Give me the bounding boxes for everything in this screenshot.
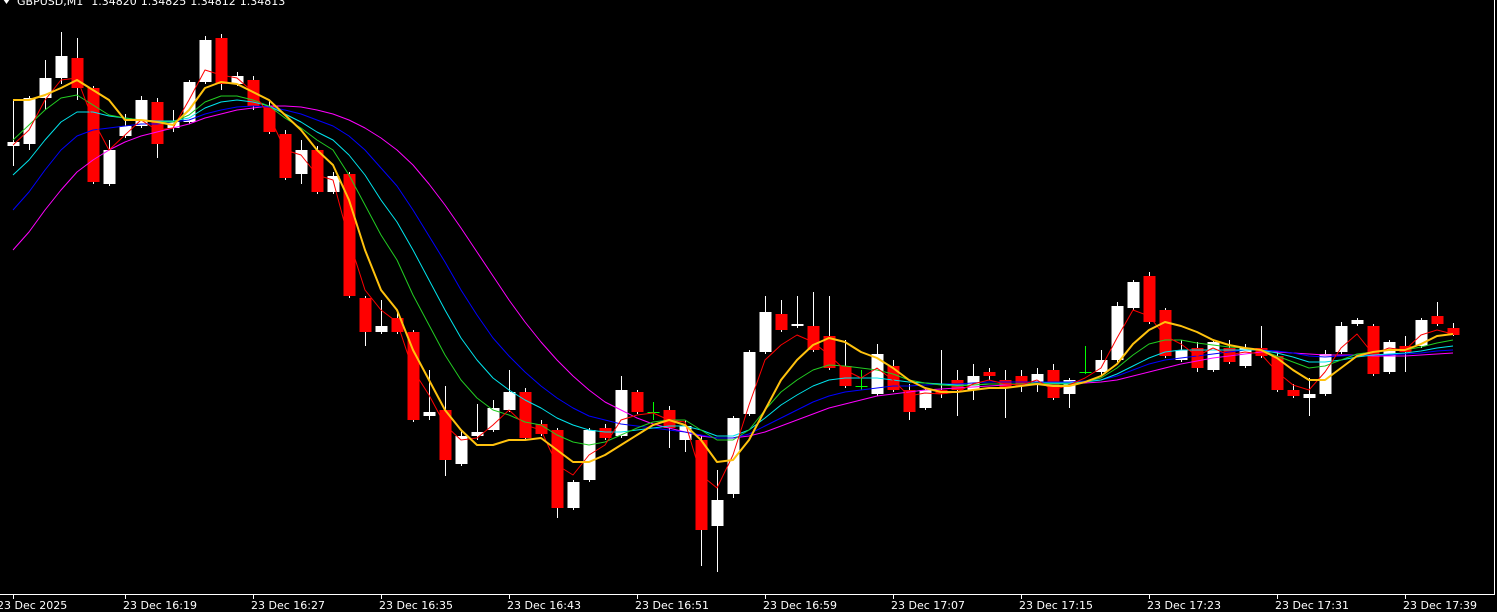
last-low: 1.34812 bbox=[190, 0, 236, 8]
bear-body bbox=[215, 38, 228, 84]
bull-body bbox=[295, 150, 308, 174]
x-tick-label: 23 Dec 17:15 bbox=[1019, 599, 1093, 612]
moving-average bbox=[13, 79, 1454, 463]
moving-average bbox=[12, 99, 1454, 437]
bull-body bbox=[727, 418, 740, 494]
bull-body bbox=[1303, 394, 1316, 398]
bull-body bbox=[1383, 342, 1396, 372]
bull-body bbox=[1319, 354, 1332, 394]
bear-body bbox=[1191, 348, 1204, 368]
bear-body bbox=[775, 314, 788, 330]
bear-body bbox=[535, 424, 548, 434]
x-tick-label: 23 Dec 17:23 bbox=[1147, 599, 1221, 612]
bull-body bbox=[791, 324, 804, 326]
last-high: 1.34825 bbox=[141, 0, 187, 8]
bear-body bbox=[311, 150, 324, 192]
bear-body bbox=[1287, 390, 1300, 396]
bull-body bbox=[615, 390, 628, 436]
bear-body bbox=[551, 430, 564, 508]
x-tick-label: 23 Dec 17:31 bbox=[1275, 599, 1349, 612]
x-tick-label: 23 Dec 17:07 bbox=[891, 599, 965, 612]
bear-body bbox=[343, 174, 356, 296]
bull-body bbox=[1127, 282, 1140, 308]
bear-body bbox=[1143, 276, 1156, 322]
title-icon bbox=[3, 0, 10, 4]
bear-body bbox=[1159, 310, 1172, 356]
bull-body bbox=[711, 500, 724, 526]
bear-body bbox=[519, 392, 532, 438]
bear-body bbox=[631, 392, 644, 412]
chart-title: GBPUSD,M1 1.34820 1.34825 1.34812 1.34813 bbox=[17, 0, 285, 8]
doji-body bbox=[855, 386, 868, 387]
bull-body bbox=[1415, 320, 1428, 346]
bull-body bbox=[103, 150, 116, 184]
bull-body bbox=[919, 390, 932, 408]
bear-body bbox=[263, 106, 276, 132]
bear-body bbox=[359, 298, 372, 332]
x-tick-label: 23 Dec 2025 bbox=[0, 599, 67, 612]
bear-body bbox=[903, 390, 916, 412]
bull-body bbox=[487, 408, 500, 430]
bull-body bbox=[567, 482, 580, 508]
moving-average bbox=[12, 105, 1454, 439]
bear-body bbox=[439, 410, 452, 460]
overlays bbox=[12, 69, 1454, 489]
x-tick-label: 23 Dec 16:59 bbox=[763, 599, 837, 612]
bull-body bbox=[1207, 342, 1220, 370]
bear-body bbox=[1431, 316, 1444, 324]
bull-body bbox=[759, 312, 772, 352]
bear-body bbox=[1015, 376, 1028, 386]
bull-body bbox=[743, 352, 756, 414]
bear-body bbox=[1447, 328, 1460, 335]
x-tick-label: 23 Dec 16:43 bbox=[507, 599, 581, 612]
bear-body bbox=[1367, 326, 1380, 374]
doji-body bbox=[1079, 372, 1092, 373]
bull-body bbox=[503, 392, 516, 410]
x-tick-label: 23 Dec 17:39 bbox=[1403, 599, 1477, 612]
bull-body bbox=[231, 76, 244, 84]
bear-body bbox=[983, 372, 996, 376]
bull-body bbox=[375, 326, 388, 332]
bear-body bbox=[839, 366, 852, 386]
bull-body bbox=[1111, 306, 1124, 360]
moving-average bbox=[12, 94, 1454, 446]
last-open: 1.34820 bbox=[91, 0, 137, 8]
x-tick-label: 23 Dec 16:27 bbox=[251, 599, 325, 612]
bull-body bbox=[455, 436, 468, 464]
bull-body bbox=[423, 412, 436, 416]
last-close: 1.34813 bbox=[240, 0, 286, 8]
x-tick-label: 23 Dec 16:51 bbox=[635, 599, 709, 612]
bull-body bbox=[55, 56, 68, 78]
bear-body bbox=[695, 440, 708, 530]
bear-body bbox=[599, 428, 612, 438]
x-tick-label: 23 Dec 16:19 bbox=[123, 599, 197, 612]
bull-body bbox=[1351, 320, 1364, 324]
symbol: GBPUSD,M1 bbox=[17, 0, 83, 8]
bull-body bbox=[471, 432, 484, 436]
bull-body bbox=[1031, 374, 1044, 384]
bear-body bbox=[279, 134, 292, 178]
bear-body bbox=[407, 332, 420, 420]
doji-body bbox=[647, 412, 660, 413]
x-tick-label: 23 Dec 16:35 bbox=[379, 599, 453, 612]
bear-body bbox=[823, 336, 836, 368]
bull-body bbox=[135, 100, 148, 126]
bull-body bbox=[871, 354, 884, 394]
bull-body bbox=[119, 126, 132, 136]
bull-body bbox=[327, 176, 340, 192]
bull-body bbox=[199, 40, 212, 82]
bull-body bbox=[1175, 350, 1188, 360]
bear-body bbox=[663, 410, 676, 428]
